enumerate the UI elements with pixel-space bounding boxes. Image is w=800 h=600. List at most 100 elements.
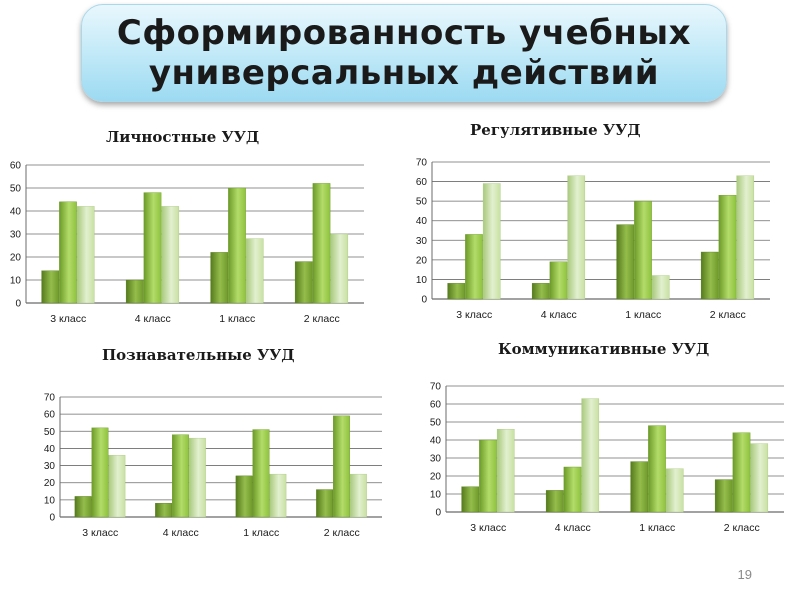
bar <box>732 432 751 513</box>
bar <box>461 486 480 513</box>
x-tick-label: 2 класс <box>724 522 760 534</box>
bar <box>563 466 582 513</box>
x-tick-label: 2 класс <box>324 527 360 539</box>
bar <box>108 455 126 518</box>
y-tick-label: 0 <box>49 513 55 524</box>
bar <box>549 261 568 300</box>
bar <box>333 415 350 518</box>
bar <box>316 489 333 518</box>
y-tick-label: 10 <box>44 495 56 506</box>
x-tick-label: 1 класс <box>639 522 675 534</box>
bar <box>269 473 287 518</box>
bar <box>718 195 737 300</box>
chart-title-communicative: Коммуникативные УУД <box>498 340 710 358</box>
bar <box>651 275 670 300</box>
bar <box>210 252 229 304</box>
bar <box>700 251 719 300</box>
bar <box>245 238 264 304</box>
x-tick-label: 4 класс <box>163 527 199 539</box>
chart-title-regulatory: Регулятивные УУД <box>470 121 641 139</box>
bar <box>482 183 501 300</box>
y-tick-label: 10 <box>430 490 442 501</box>
bar <box>581 398 600 513</box>
bar <box>252 429 270 518</box>
y-tick-label: 50 <box>10 184 22 195</box>
page-number: 19 <box>737 567 752 582</box>
bar <box>74 496 92 518</box>
y-tick-label: 50 <box>416 197 428 208</box>
bar <box>155 503 172 518</box>
x-tick-label: 4 класс <box>135 313 171 325</box>
y-tick-label: 30 <box>416 236 428 247</box>
bar <box>294 261 313 304</box>
x-tick-label: 1 класс <box>219 313 255 325</box>
x-tick-label: 4 класс <box>541 309 577 321</box>
bar <box>312 183 331 304</box>
bar <box>161 206 180 304</box>
bar <box>235 475 253 518</box>
y-tick-label: 30 <box>44 461 56 472</box>
bar <box>567 175 586 300</box>
y-tick-label: 0 <box>15 299 21 310</box>
x-tick-label: 3 класс <box>470 522 506 534</box>
bar <box>496 429 515 513</box>
y-tick-label: 20 <box>44 478 56 489</box>
bar <box>531 283 550 300</box>
y-tick-label: 0 <box>421 295 427 306</box>
bar <box>189 437 206 518</box>
y-tick-label: 50 <box>44 427 56 438</box>
y-tick-label: 70 <box>430 382 442 393</box>
y-tick-label: 30 <box>10 230 22 241</box>
bar <box>479 439 497 513</box>
y-tick-label: 70 <box>416 158 428 169</box>
y-tick-label: 30 <box>430 454 442 465</box>
bar <box>736 175 755 300</box>
bar <box>350 473 367 518</box>
bar <box>630 461 649 513</box>
y-tick-label: 60 <box>430 400 442 411</box>
y-tick-label: 50 <box>430 418 442 429</box>
bar <box>714 479 733 513</box>
y-tick-label: 20 <box>10 253 22 264</box>
y-tick-label: 40 <box>44 444 56 455</box>
y-tick-label: 10 <box>416 275 428 286</box>
x-tick-label: 1 класс <box>625 309 661 321</box>
bar <box>648 425 666 513</box>
bar <box>545 490 564 513</box>
bar <box>125 279 144 304</box>
y-tick-label: 70 <box>44 393 56 404</box>
y-tick-label: 40 <box>10 207 22 218</box>
chart-title-cognitive: Познавательные УУД <box>102 346 295 364</box>
y-tick-label: 40 <box>416 216 428 227</box>
bar <box>41 270 60 304</box>
bar <box>143 192 162 304</box>
x-tick-label: 1 класс <box>243 527 279 539</box>
y-tick-label: 10 <box>10 276 22 287</box>
bar <box>59 201 77 304</box>
y-tick-label: 60 <box>416 177 428 188</box>
bar <box>634 200 652 300</box>
x-tick-label: 3 класс <box>82 527 118 539</box>
y-tick-label: 20 <box>416 255 428 266</box>
bar <box>228 187 246 304</box>
bar <box>447 283 466 300</box>
x-tick-label: 2 класс <box>710 309 746 321</box>
bar <box>172 434 189 518</box>
bar <box>465 234 483 300</box>
x-tick-label: 4 класс <box>555 522 591 534</box>
x-tick-label: 3 класс <box>456 309 492 321</box>
bar <box>330 233 349 304</box>
bar <box>616 224 635 300</box>
y-tick-label: 20 <box>430 472 442 483</box>
x-tick-label: 3 класс <box>50 313 86 325</box>
y-tick-label: 60 <box>10 161 22 172</box>
bar <box>665 468 684 513</box>
bar <box>91 427 109 518</box>
chart-title-personal: Личностные УУД <box>106 128 260 146</box>
bar <box>750 443 769 513</box>
bar <box>76 206 95 304</box>
